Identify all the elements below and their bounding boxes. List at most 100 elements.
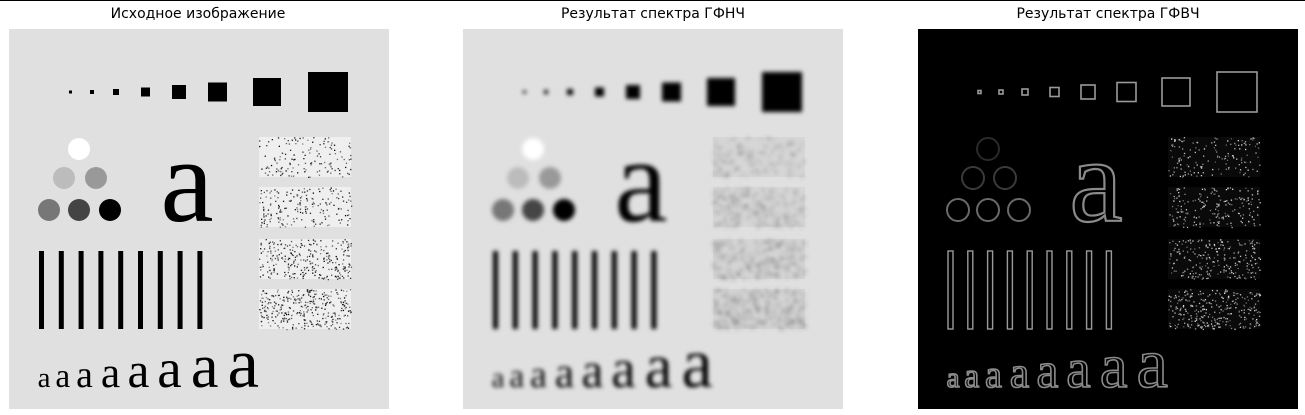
circle-4 [38, 199, 60, 221]
vertical-bar-6 [592, 251, 597, 329]
small-glyph-7: a [645, 332, 673, 401]
vertical-bar-9 [651, 251, 657, 329]
small-glyph-6: a [1066, 338, 1090, 399]
test-pattern-image: aa a a a a a a a [918, 29, 1298, 409]
vertical-bar-1 [947, 250, 954, 330]
large-glyph: a [160, 114, 213, 247]
noise-rect-1 [713, 137, 805, 177]
vertical-bar-7 [1066, 250, 1073, 330]
circle-2 [53, 167, 75, 189]
square-6 [662, 82, 681, 102]
small-glyph-2: a [55, 358, 70, 395]
vertical-bar-7 [611, 251, 617, 329]
vertical-bar-1 [493, 251, 498, 329]
noise-rect-4 [259, 289, 351, 329]
small-glyph-4: a [101, 349, 120, 397]
square-1 [977, 89, 982, 95]
panel-title-original: Исходное изображение [110, 6, 286, 22]
circle-3 [539, 167, 561, 189]
vertical-bar-4 [98, 251, 104, 329]
small-glyph-5: a [128, 343, 150, 398]
circle-1 [522, 138, 544, 160]
square-2 [90, 90, 94, 94]
square-4 [141, 87, 150, 97]
small-glyph-1: a [947, 362, 960, 394]
square-8 [762, 72, 802, 112]
small-glyph-3: a [76, 354, 93, 396]
vertical-bar-8 [631, 251, 637, 329]
vertical-bar-4 [552, 251, 558, 329]
vertical-bar-6 [1046, 250, 1053, 330]
square-6 [208, 82, 227, 102]
square-3 [113, 89, 119, 95]
vertical-bar-6 [138, 251, 143, 329]
circle-3 [85, 167, 107, 189]
circle-5 [976, 198, 1000, 222]
small-glyph-8: a [227, 325, 259, 403]
square-5 [1080, 84, 1096, 100]
panel-title-highpass: Результат спектра ГФВЧ [1016, 6, 1200, 22]
panel-title-lowpass: Результат спектра ГФНЧ [560, 6, 746, 22]
circle-6 [553, 199, 575, 221]
vertical-bar-3 [78, 251, 84, 329]
small-glyph-5: a [1037, 343, 1059, 398]
circle-6 [99, 199, 121, 221]
small-glyph-8: a [681, 325, 713, 403]
square-5 [172, 85, 186, 99]
top-border-line [0, 0, 1305, 1]
square-2 [998, 89, 1004, 95]
vertical-bar-2 [58, 251, 64, 329]
vertical-bar-3 [986, 250, 994, 330]
small-glyph-1: a [38, 362, 51, 394]
large-glyph: a [614, 114, 667, 247]
square-1 [69, 90, 72, 94]
square-5 [626, 85, 640, 99]
square-7 [707, 78, 735, 106]
vertical-bar-8 [1085, 250, 1093, 330]
small-glyph-3: a [530, 354, 547, 396]
small-glyph-3: a [985, 354, 1002, 396]
small-glyph-8: a [1136, 325, 1168, 403]
circle-6 [1007, 198, 1031, 222]
square-2 [544, 90, 548, 94]
vertical-bar-7 [157, 251, 163, 329]
circle-5 [522, 199, 544, 221]
square-3 [1021, 88, 1029, 96]
vertical-bar-2 [967, 250, 974, 330]
square-1 [523, 90, 526, 94]
small-glyph-6: a [157, 338, 181, 399]
vertical-bar-9 [197, 251, 203, 329]
large-glyph: a [1069, 114, 1122, 247]
square-4 [1049, 86, 1060, 98]
square-7 [253, 78, 281, 106]
small-glyph-6: a [611, 338, 635, 399]
circle-5 [68, 199, 90, 221]
circle-4 [492, 199, 514, 221]
small-glyph-5: a [582, 343, 604, 398]
square-3 [567, 89, 573, 95]
circle-4 [946, 198, 970, 222]
vertical-bar-5 [1026, 250, 1033, 330]
circle-1 [68, 138, 90, 160]
vertical-bar-5 [572, 251, 578, 329]
vertical-bar-2 [512, 251, 518, 329]
small-glyph-1: a [492, 362, 505, 394]
small-glyph-7: a [191, 332, 219, 401]
square-6 [1116, 81, 1137, 103]
test-pattern-image: aa a a a a a a a [463, 29, 843, 409]
circle-2 [961, 166, 985, 190]
vertical-bar-5 [118, 251, 124, 329]
square-7 [1161, 77, 1191, 107]
square-8 [308, 72, 348, 112]
small-glyph-4: a [555, 349, 574, 397]
small-glyph-2: a [964, 358, 979, 395]
circle-3 [993, 166, 1017, 190]
noise-rect-1 [259, 137, 351, 177]
square-4 [595, 87, 604, 97]
square-8 [1216, 71, 1258, 113]
circle-2 [507, 167, 529, 189]
test-pattern-image: aa a a a a a a a [9, 29, 389, 409]
